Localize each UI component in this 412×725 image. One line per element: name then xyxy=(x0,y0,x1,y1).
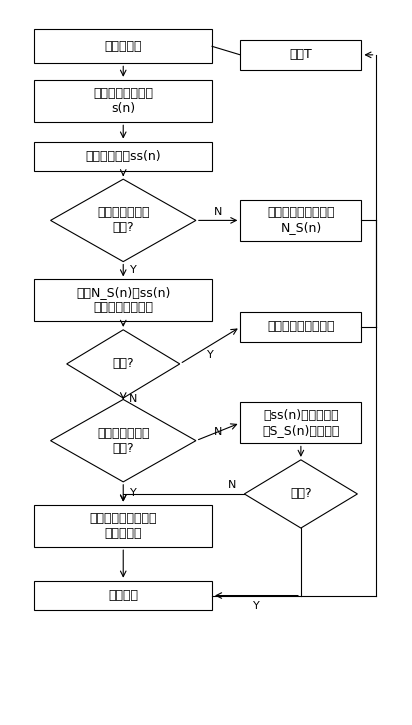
Text: N: N xyxy=(228,481,236,490)
Text: Y: Y xyxy=(130,265,137,276)
Text: 匹配?: 匹配? xyxy=(290,487,312,500)
Polygon shape xyxy=(244,460,357,528)
Text: Y: Y xyxy=(253,601,260,611)
Text: N: N xyxy=(129,394,138,404)
Text: 声学传感器: 声学传感器 xyxy=(105,40,142,53)
Bar xyxy=(34,80,212,123)
Polygon shape xyxy=(51,179,196,262)
Text: 正常状态声纹库累积
N_S(n): 正常状态声纹库累积 N_S(n) xyxy=(267,207,335,234)
Text: 提示异常: 提示异常 xyxy=(108,589,138,602)
Bar xyxy=(34,581,212,610)
Bar xyxy=(240,402,361,444)
Text: 延时T: 延时T xyxy=(290,49,312,62)
Polygon shape xyxy=(51,399,196,482)
Text: N: N xyxy=(214,427,222,437)
Text: 正常状态声纹库更新: 正常状态声纹库更新 xyxy=(267,320,335,334)
Text: 故障声纹库更新及故
障标签编辑: 故障声纹库更新及故 障标签编辑 xyxy=(89,512,157,540)
Text: 数据采集、预处理
s(n): 数据采集、预处理 s(n) xyxy=(93,87,153,115)
Bar xyxy=(34,279,212,320)
Text: 故障状态声纹库
为空?: 故障状态声纹库 为空? xyxy=(97,426,150,455)
Text: Y: Y xyxy=(130,488,137,498)
Text: Y: Y xyxy=(207,350,213,360)
Text: 背景噪声抑制ss(n): 背景噪声抑制ss(n) xyxy=(85,150,161,163)
Text: 正常状态声纹库
已满?: 正常状态声纹库 已满? xyxy=(97,207,150,234)
Bar xyxy=(240,312,361,342)
Bar xyxy=(34,29,212,63)
Bar xyxy=(240,40,361,70)
Bar xyxy=(34,505,212,547)
Text: 匹配?: 匹配? xyxy=(112,357,134,370)
Text: 将ss(n)与故障声纹
库S_S(n)进行匹配: 将ss(n)与故障声纹 库S_S(n)进行匹配 xyxy=(262,409,339,437)
Text: 基于N_S(n)对ss(n)
进行声纹匹配比对: 基于N_S(n)对ss(n) 进行声纹匹配比对 xyxy=(76,286,171,314)
Polygon shape xyxy=(67,330,180,398)
Bar xyxy=(240,200,361,241)
Bar xyxy=(34,141,212,171)
Text: N: N xyxy=(214,207,222,217)
